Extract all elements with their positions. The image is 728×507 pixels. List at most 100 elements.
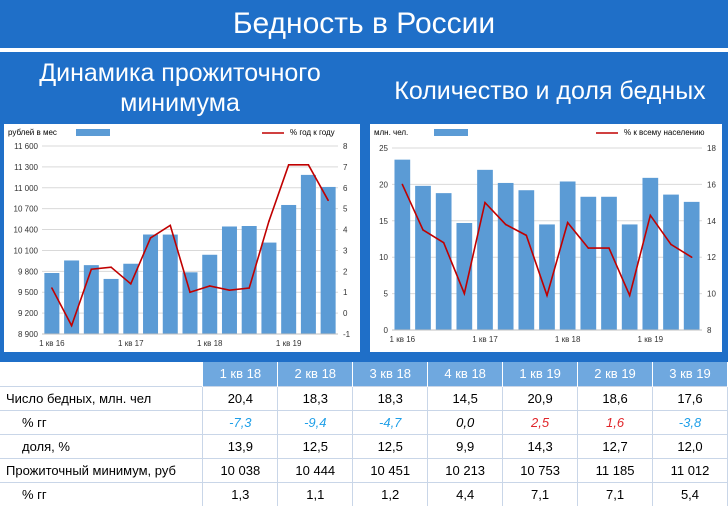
- table-cell: -4,7: [352, 409, 429, 434]
- bar: [559, 181, 576, 330]
- table-cell: 12,0: [652, 433, 728, 458]
- line-point: [169, 224, 172, 227]
- y-right-tick-label: 8: [343, 142, 348, 151]
- left-axis-label: рублей в мес: [8, 128, 57, 137]
- y-left-tick-label: 20: [379, 180, 388, 189]
- line-point: [690, 256, 693, 258]
- bar: [83, 265, 99, 334]
- bar: [261, 242, 277, 334]
- bar: [663, 194, 679, 330]
- table-cell: 5,4: [652, 481, 728, 506]
- table-cell: 10 444: [277, 457, 354, 482]
- line-point: [248, 287, 250, 289]
- bar: [143, 234, 159, 334]
- table-cell: -7,3: [202, 409, 279, 434]
- bar: [415, 185, 431, 330]
- line-point: [442, 241, 445, 244]
- poverty-chart: 0 5 10 15 20 25 8 10 12 14 16 18 1 кв 16 1 кв 17 1 кв …: [370, 124, 722, 352]
- bar: [44, 273, 60, 334]
- line-point: [670, 243, 672, 246]
- poverty-chart-svg: 0 5 10 15 20 25 8 10 12 14 16 18 1 кв 16 1 кв 17 1 кв …: [374, 128, 716, 344]
- table-cell: 9,9: [427, 433, 504, 458]
- table-cell: 0,0: [427, 409, 504, 434]
- y-left-tick-label: 11 300: [14, 163, 38, 172]
- summary-table-grid: 1 кв 18 2 кв 18 3 кв 18 4 кв 18 1 кв 19 2 кв …: [0, 362, 728, 506]
- column-header: 3 кв 19: [652, 362, 728, 386]
- bar: [320, 186, 336, 334]
- x-tick-label: 1 кв 18: [555, 335, 581, 344]
- y-right-tick-label: -1: [343, 330, 351, 339]
- y-left-tick-label: 9 800: [18, 267, 39, 276]
- legend-line-label: % год к году: [290, 128, 335, 137]
- subtitle-right: Количество и доля бедных: [394, 77, 706, 105]
- line-point: [327, 199, 329, 202]
- y-left-tick-label: 8 900: [18, 330, 39, 339]
- line-point: [546, 294, 548, 297]
- bar: [477, 169, 493, 330]
- table-cell: 1,2: [352, 481, 429, 506]
- bar: [202, 254, 218, 334]
- bar: [456, 222, 473, 330]
- left-axis-label: млн. чел.: [374, 128, 408, 137]
- table-row: % гг 1,3 1,1 1,2 4,4 7,1 7,1 5,4: [0, 481, 728, 506]
- column-header: 2 кв 19: [577, 362, 653, 386]
- table-cell: 1,3: [202, 481, 279, 506]
- table-cell: 11 185: [577, 457, 653, 482]
- y-left-tick-label: 10: [379, 253, 388, 262]
- summary-table: 1 кв 18 2 кв 18 3 кв 18 4 кв 18 1 кв 19 2 кв …: [0, 362, 728, 507]
- bar: [683, 201, 700, 330]
- subsistence-minimum-chart: 8 900 9 200 9 500 9 800 10 100 10 400 10 700 11…: [4, 124, 360, 352]
- y-left-tick-label: 11 600: [14, 142, 38, 151]
- line-point: [208, 285, 211, 287]
- subtitle-left: Динамика прожиточного минимума: [39, 59, 321, 117]
- table-cell: 14,5: [427, 385, 504, 410]
- table-cell: 10 451: [352, 457, 429, 482]
- line-point: [268, 220, 270, 222]
- table-cell: 7,1: [502, 481, 579, 506]
- y-left-tick-label: 10 100: [14, 246, 39, 255]
- y-left-tick-label: 9 200: [18, 309, 39, 318]
- table-row: Прожиточный минимум, руб 10 038 10 444 10 4…: [0, 457, 728, 482]
- bar: [580, 196, 597, 330]
- line-point: [51, 287, 53, 289]
- y-right-tick-label: 18: [707, 144, 716, 153]
- bar: [182, 272, 198, 334]
- table-corner: [0, 362, 204, 386]
- y-left-tick-label: 9 500: [18, 288, 39, 297]
- y-right-tick-label: 10: [707, 290, 716, 299]
- bar: [621, 224, 638, 330]
- y-right-tick-label: 14: [707, 217, 716, 226]
- table-cell: 20,9: [502, 385, 579, 410]
- row-label: % гг: [0, 481, 204, 506]
- y-left-tick-label: 0: [384, 326, 389, 335]
- line-point: [149, 237, 152, 239]
- y-right-tick-label: 0: [343, 309, 348, 318]
- table-cell: 12,7: [577, 433, 653, 458]
- table-cell: 18,3: [352, 385, 429, 410]
- bar: [642, 177, 659, 330]
- title-divider: [0, 48, 728, 52]
- line-point: [287, 164, 290, 166]
- table-cell: 7,1: [577, 481, 653, 506]
- y-right-tick-label: 8: [707, 326, 712, 335]
- line-point: [422, 229, 424, 231]
- line-point: [649, 214, 652, 217]
- table-cell: 20,4: [202, 385, 279, 410]
- row-label: доля, %: [0, 433, 204, 458]
- column-header: 1 кв 19: [502, 362, 579, 386]
- y-right-tick-label: 7: [343, 163, 348, 172]
- y-left-tick-label: 10 700: [14, 205, 39, 214]
- legend-bar-swatch: [434, 129, 468, 136]
- bar: [221, 226, 237, 334]
- row-label: % гг: [0, 409, 204, 434]
- line-point: [608, 247, 610, 249]
- table-cell: 1,1: [277, 481, 354, 506]
- bar: [435, 193, 452, 330]
- y-left-tick-label: 5: [384, 290, 389, 299]
- y-right-tick-label: 2: [343, 267, 348, 276]
- table-row: доля, % 13,9 12,5 12,5 9,9 14,3 12,7 12,0: [0, 433, 728, 458]
- table-cell: -9,4: [277, 409, 354, 434]
- row-label: Прожиточный минимум, руб: [0, 457, 204, 482]
- table-cell: 2,5: [502, 409, 579, 434]
- bar: [497, 182, 514, 330]
